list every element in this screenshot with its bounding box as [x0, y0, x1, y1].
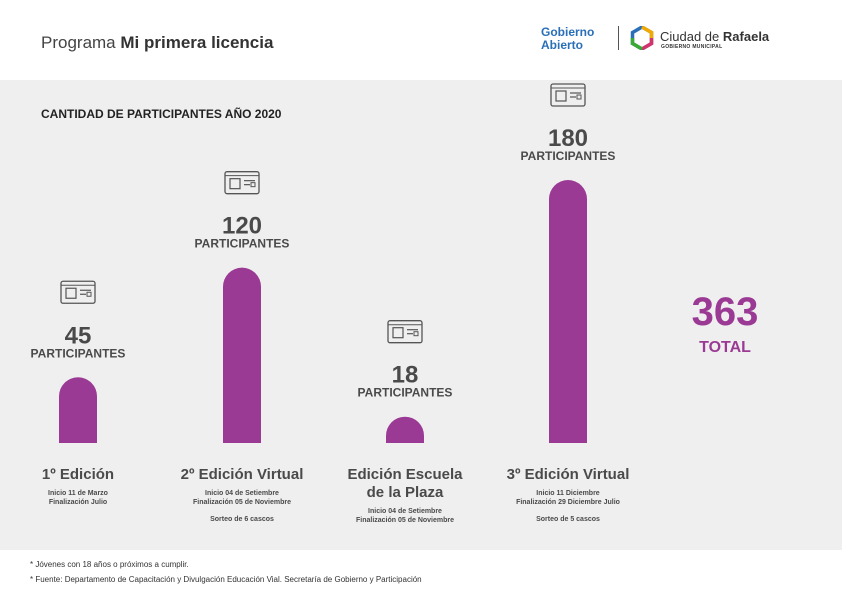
category-label: 1º Edición — [42, 466, 114, 483]
logo-city-prefix: Ciudad de — [660, 29, 720, 44]
id-card-icon — [550, 83, 586, 107]
category-detail: Finalización 29 Diciembre Julio — [516, 499, 620, 506]
bar-unit-label: PARTICIPANTES — [521, 149, 616, 163]
category-detail: Inicio 11 de Marzo — [48, 490, 108, 497]
title-prefix: Programa — [41, 33, 116, 52]
footer-note-2: * Fuente: Departamento de Capacitación y… — [30, 575, 422, 584]
page-title: Programa Mi primera licencia — [41, 33, 273, 53]
bar — [59, 377, 97, 443]
category-detail: Finalización 05 de Noviembre — [193, 499, 291, 506]
bar-unit-label: PARTICIPANTES — [358, 386, 453, 400]
bar — [223, 267, 261, 443]
logo-city-sub: GOBIERNO MUNICIPAL — [661, 44, 723, 50]
rafaela-hexagon-icon — [630, 26, 654, 50]
logo-gob-line1: Gobierno — [541, 25, 595, 39]
category-label: Edición Escuela — [347, 466, 463, 483]
chart-panel — [0, 80, 842, 550]
bar-unit-label: PARTICIPANTES — [31, 346, 126, 360]
category-detail: Inicio 04 de Setiembre — [205, 490, 279, 497]
logo-divider — [618, 26, 619, 50]
bar-unit-label: PARTICIPANTES — [195, 237, 290, 251]
bar — [386, 416, 424, 443]
id-card-icon-mark — [576, 94, 582, 100]
bar — [549, 180, 587, 443]
bar-value-label: 180 — [548, 125, 588, 152]
bar-value-label: 18 — [392, 362, 419, 389]
id-card-icon-mark — [413, 331, 419, 337]
category-detail: Finalización Julio — [49, 499, 107, 506]
gobierno-abierto-logo: Gobierno Abierto — [541, 26, 594, 52]
category-detail: Inicio 04 de Setiembre — [368, 508, 442, 515]
category-label: 2º Edición Virtual — [181, 466, 304, 483]
title-bold: Mi primera licencia — [120, 33, 274, 52]
id-card-icon — [224, 171, 260, 195]
category-note: Sorteo de 6 cascos — [210, 516, 274, 523]
chart-title: CANTIDAD DE PARTICIPANTES AÑO 2020 — [41, 107, 282, 121]
category-label: 3º Edición Virtual — [507, 466, 630, 483]
logo-gob-line2: Abierto — [541, 38, 583, 52]
id-card-icon — [387, 320, 423, 344]
total-value: 363 — [691, 290, 759, 334]
category-detail: Finalización 05 de Noviembre — [356, 517, 454, 524]
category-note: Sorteo de 5 cascos — [536, 516, 600, 523]
header: Programa Mi primera licencia Gobierno Ab… — [0, 0, 842, 80]
logo-city-bold: Rafaela — [722, 29, 770, 44]
category-detail: Inicio 11 Diciembre — [536, 490, 600, 497]
total-label: TOTAL — [699, 339, 751, 356]
id-card-icon-photo — [392, 327, 404, 339]
id-card-icon-mark — [86, 291, 92, 297]
id-card-icon-photo — [65, 287, 77, 299]
id-card-icon-photo — [229, 178, 241, 190]
id-card-icon-photo — [555, 90, 567, 102]
footer-note-1: * Jóvenes con 18 años o próximos a cumpl… — [30, 560, 189, 569]
id-card-icon-mark — [250, 182, 256, 188]
category-label: de la Plaza — [367, 484, 444, 501]
ciudad-rafaela-logo-text: Ciudad de Rafaela — [660, 29, 769, 44]
bar-value-label: 45 — [65, 322, 92, 349]
id-card-icon — [60, 280, 96, 304]
bar-value-label: 120 — [222, 213, 262, 240]
